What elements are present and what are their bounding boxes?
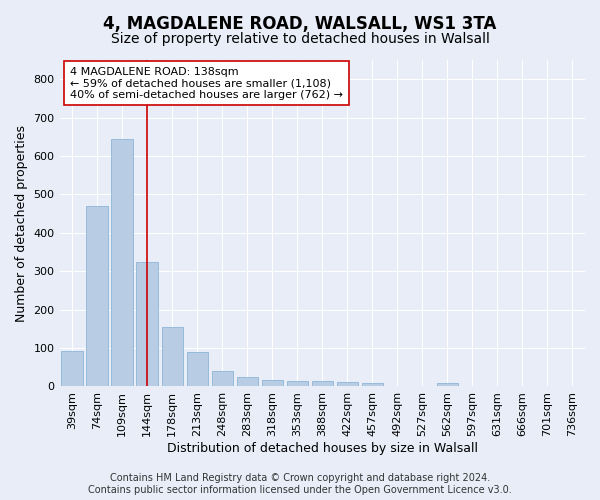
Bar — [287, 380, 308, 386]
Y-axis label: Number of detached properties: Number of detached properties — [15, 124, 28, 322]
Bar — [437, 384, 458, 386]
Bar — [212, 371, 233, 386]
Bar — [236, 377, 258, 386]
Bar — [262, 380, 283, 386]
X-axis label: Distribution of detached houses by size in Walsall: Distribution of detached houses by size … — [167, 442, 478, 455]
Bar — [362, 384, 383, 386]
Text: 4 MAGDALENE ROAD: 138sqm
← 59% of detached houses are smaller (1,108)
40% of sem: 4 MAGDALENE ROAD: 138sqm ← 59% of detach… — [70, 66, 343, 100]
Bar — [61, 350, 83, 386]
Bar — [311, 381, 333, 386]
Text: Size of property relative to detached houses in Walsall: Size of property relative to detached ho… — [110, 32, 490, 46]
Bar — [337, 382, 358, 386]
Bar — [112, 138, 133, 386]
Bar — [161, 327, 183, 386]
Bar — [136, 262, 158, 386]
Text: 4, MAGDALENE ROAD, WALSALL, WS1 3TA: 4, MAGDALENE ROAD, WALSALL, WS1 3TA — [103, 15, 497, 33]
Bar — [187, 352, 208, 386]
Bar — [86, 206, 108, 386]
Text: Contains HM Land Registry data © Crown copyright and database right 2024.
Contai: Contains HM Land Registry data © Crown c… — [88, 474, 512, 495]
